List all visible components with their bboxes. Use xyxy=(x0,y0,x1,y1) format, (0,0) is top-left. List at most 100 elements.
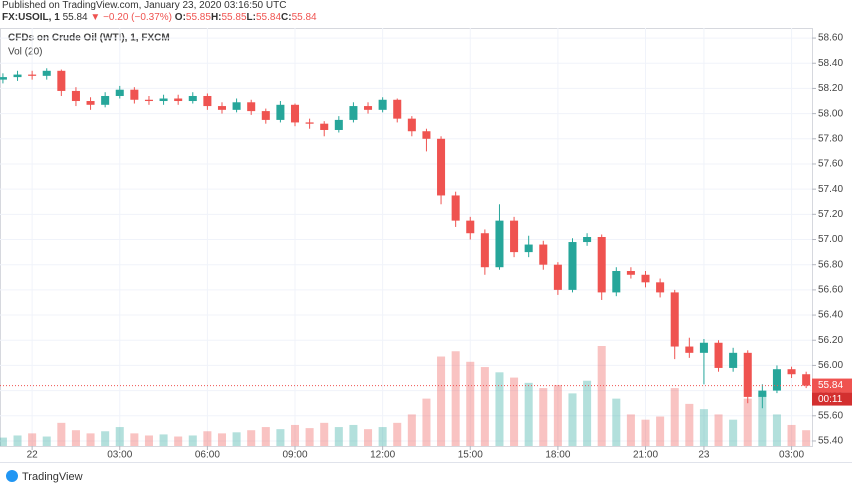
volume-bar xyxy=(130,433,139,446)
y-tick-label: 57.80 xyxy=(818,133,843,144)
volume-bar xyxy=(597,346,606,446)
volume-bar xyxy=(174,436,183,446)
y-tick-label: 58.40 xyxy=(818,58,843,69)
ohlc-value: 55.84 xyxy=(255,12,282,23)
candle-body xyxy=(247,102,256,112)
candle-body xyxy=(480,233,489,268)
candle-body xyxy=(553,264,562,290)
y-tick-label: 57.60 xyxy=(818,159,843,170)
ohlc-label: C: xyxy=(281,12,292,23)
change-arrow: ▼ xyxy=(90,12,101,23)
volume-bar xyxy=(685,403,694,446)
candle-body xyxy=(42,70,51,76)
x-tick-label: 23 xyxy=(698,450,710,461)
y-tick-label: 58.20 xyxy=(818,83,843,94)
y-tick-label: 57.20 xyxy=(818,209,843,220)
volume-bar xyxy=(217,433,227,446)
volume-bar xyxy=(393,422,402,446)
volume-bar xyxy=(495,372,504,446)
candle-body xyxy=(13,74,22,78)
candle-body xyxy=(159,98,168,102)
volume-bar xyxy=(101,431,110,446)
x-tick-label: 06:00 xyxy=(195,450,220,461)
volume-bar xyxy=(772,414,781,446)
candle-body xyxy=(130,89,139,100)
candle-body xyxy=(743,352,752,397)
candle-body xyxy=(188,95,197,102)
y-tick-label: 56.00 xyxy=(818,360,843,371)
volume-bar xyxy=(378,427,387,446)
volume-bar xyxy=(437,356,446,446)
candle-body xyxy=(670,292,679,347)
volume-bar xyxy=(28,433,37,446)
y-tick-label: 56.40 xyxy=(818,310,843,321)
candle-body xyxy=(407,118,416,132)
logo-icon xyxy=(6,470,18,482)
volume-bar xyxy=(144,435,153,446)
candle-body xyxy=(422,131,431,139)
volume-bar xyxy=(583,380,592,446)
volume-bar xyxy=(232,432,241,446)
last-price-box xyxy=(812,378,852,393)
candle-body xyxy=(802,374,811,386)
candle-body xyxy=(144,99,153,102)
volume-bar xyxy=(261,427,270,446)
candle-body xyxy=(28,74,37,76)
brand: TradingView xyxy=(22,471,83,483)
candle-body xyxy=(758,390,767,397)
candle-body xyxy=(656,282,665,293)
candle-body xyxy=(699,342,708,353)
volume-bar xyxy=(203,431,212,446)
x-tick-label: 03:00 xyxy=(107,450,132,461)
candle-body xyxy=(685,346,694,353)
volume-bar xyxy=(451,351,460,446)
candle-body xyxy=(437,138,446,196)
x-tick-label: 15:00 xyxy=(458,450,483,461)
volume-bar xyxy=(743,398,752,446)
volume-bar xyxy=(480,367,489,446)
volume-bar xyxy=(568,393,577,446)
x-tick-label: 18:00 xyxy=(545,450,570,461)
volume-bar xyxy=(539,388,548,446)
candle-body xyxy=(510,220,519,253)
ohlc-label: H: xyxy=(210,12,222,23)
volume-bar xyxy=(699,409,708,446)
candle-body xyxy=(597,237,606,293)
candle-body xyxy=(57,70,66,91)
x-tick-label: 09:00 xyxy=(282,450,307,461)
volume-bar xyxy=(334,427,343,446)
ohlc: O:55.85H:55.85L:55.84C:55.84 xyxy=(175,12,317,23)
volume-bar xyxy=(290,424,300,446)
volume-bar xyxy=(714,414,723,446)
volume-bar xyxy=(787,424,796,446)
candle-body xyxy=(729,352,738,368)
candle-body xyxy=(0,77,7,80)
volume-bar xyxy=(758,393,767,446)
candle-body xyxy=(334,119,343,130)
volume-bar xyxy=(320,422,329,446)
volume-bar xyxy=(656,416,665,446)
volume-bar xyxy=(626,414,635,446)
volume-bar xyxy=(115,427,124,446)
candle-body xyxy=(71,90,80,102)
ohlc-value: 55.85 xyxy=(221,12,247,23)
candle-body xyxy=(451,195,460,221)
candle-body xyxy=(495,220,504,268)
candle-body xyxy=(772,369,781,391)
volume-bar xyxy=(247,430,256,446)
volume-bar xyxy=(71,430,80,446)
volume-bar xyxy=(57,422,66,446)
candle-body xyxy=(364,106,373,110)
volume-bar xyxy=(305,428,314,446)
y-tick-label: 56.80 xyxy=(818,259,843,270)
candle-body xyxy=(174,98,183,102)
volume-bar xyxy=(553,384,562,446)
candle-body xyxy=(612,270,621,293)
volume-bar xyxy=(0,437,7,446)
countdown-box xyxy=(812,392,852,406)
candle-body xyxy=(568,242,577,290)
candle-body xyxy=(378,99,387,110)
volume-bar xyxy=(612,398,621,446)
volume-bar xyxy=(188,435,197,446)
